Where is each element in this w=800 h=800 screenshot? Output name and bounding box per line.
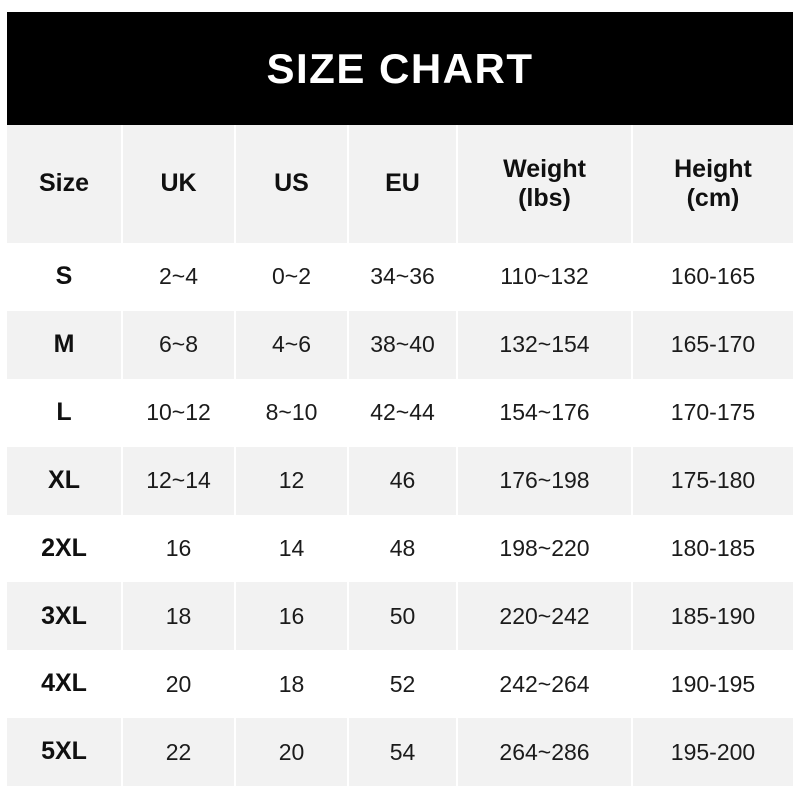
cell-eu: 46 (349, 446, 458, 515)
cell-us: 8~10 (236, 378, 349, 447)
column-header-weight: Weight (lbs) (458, 125, 633, 243)
cell-uk: 22 (123, 718, 236, 786)
cell-us: 20 (236, 718, 349, 786)
cell-weight: 176~198 (458, 446, 633, 515)
cell-size: 4XL (7, 650, 123, 719)
cell-us: 14 (236, 514, 349, 583)
title-bar: SIZE CHART (7, 12, 793, 125)
cell-us: 16 (236, 582, 349, 651)
column-header-eu: EU (349, 125, 458, 243)
cell-uk: 20 (123, 650, 236, 719)
cell-uk: 2~4 (123, 243, 236, 311)
cell-weight: 264~286 (458, 718, 633, 786)
table-row: M 6~8 4~6 38~40 132~154 165-170 (7, 310, 793, 379)
table-header-row: Size UK US EU Weight (lbs) Height (cm) (7, 125, 793, 243)
cell-eu: 38~40 (349, 310, 458, 379)
cell-eu: 50 (349, 582, 458, 651)
cell-eu: 48 (349, 514, 458, 583)
table-row: S 2~4 0~2 34~36 110~132 160-165 (7, 243, 793, 311)
cell-eu: 34~36 (349, 243, 458, 311)
size-chart: SIZE CHART Size UK US EU Weight (lbs) He… (7, 12, 793, 786)
cell-uk: 18 (123, 582, 236, 651)
cell-size: 2XL (7, 514, 123, 583)
cell-uk: 6~8 (123, 310, 236, 379)
cell-height: 190-195 (670, 670, 756, 697)
cell-height: 165-170 (670, 331, 756, 358)
cell-us: 4~6 (236, 310, 349, 379)
cell-height: 170-175 (670, 399, 756, 426)
column-header-us: US (236, 125, 349, 243)
table-row: 4XL 20 18 52 242~264 190-195 (7, 650, 793, 719)
cell-size: S (7, 243, 123, 311)
cell-weight: 110~132 (458, 243, 633, 311)
cell-weight: 198~220 (458, 514, 633, 583)
column-header-size: Size (7, 125, 123, 243)
cell-size: 3XL (7, 582, 123, 651)
cell-weight: 154~176 (458, 378, 633, 447)
cell-height: 185-190 (670, 602, 756, 629)
cell-us: 12 (236, 446, 349, 515)
cell-height: 160-165 (670, 263, 756, 290)
table-row: L 10~12 8~10 42~44 154~176 170-175 (7, 378, 793, 447)
table-row: XL 12~14 12 46 176~198 175-180 (7, 446, 793, 515)
cell-uk: 10~12 (123, 378, 236, 447)
cell-size: M (7, 310, 123, 379)
cell-height: 180-185 (670, 534, 756, 561)
page-title: SIZE CHART (266, 44, 534, 92)
cell-weight: 220~242 (458, 582, 633, 651)
cell-size: 5XL (7, 718, 123, 786)
cell-uk: 12~14 (123, 446, 236, 515)
cell-us: 18 (236, 650, 349, 719)
cell-size: L (7, 378, 123, 447)
cell-us: 0~2 (236, 243, 349, 311)
cell-weight: 242~264 (458, 650, 633, 719)
cell-eu: 52 (349, 650, 458, 719)
table-row: 3XL 18 16 50 220~242 185-190 (7, 582, 793, 651)
column-header-height: Height (cm) (674, 154, 752, 213)
table-row: 2XL 16 14 48 198~220 180-185 (7, 514, 793, 583)
cell-weight: 132~154 (458, 310, 633, 379)
cell-size: XL (7, 446, 123, 515)
cell-eu: 42~44 (349, 378, 458, 447)
cell-eu: 54 (349, 718, 458, 786)
cell-uk: 16 (123, 514, 236, 583)
cell-height: 195-200 (670, 738, 756, 765)
column-header-uk: UK (123, 125, 236, 243)
cell-height: 175-180 (670, 467, 756, 493)
size-chart-table: Size UK US EU Weight (lbs) Height (cm) S… (7, 125, 793, 786)
table-row: 5XL 22 20 54 264~286 195-200 (7, 718, 793, 786)
